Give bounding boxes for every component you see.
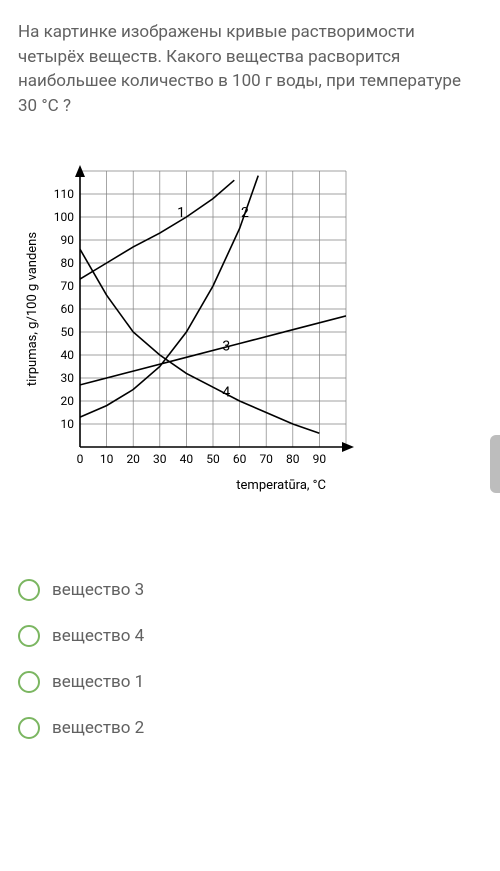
svg-text:40: 40	[180, 452, 194, 466]
radio-icon	[18, 671, 40, 693]
radio-icon	[18, 717, 40, 739]
svg-text:20: 20	[126, 452, 140, 466]
svg-text:3: 3	[222, 338, 230, 354]
option-label: вещество 3	[52, 580, 144, 600]
option-4[interactable]: вещество 2	[18, 717, 482, 739]
svg-text:2: 2	[241, 205, 249, 221]
radio-icon	[18, 579, 40, 601]
svg-text:30: 30	[153, 452, 167, 466]
svg-text:60: 60	[233, 452, 247, 466]
svg-text:20: 20	[61, 394, 75, 408]
svg-text:1: 1	[177, 205, 185, 221]
svg-text:4: 4	[222, 384, 230, 400]
svg-text:60: 60	[61, 302, 75, 316]
svg-text:90: 90	[313, 452, 327, 466]
chart-svg: 10 20 30 40 50 60 70 80 90 100 110 0 10 20 30 40 50 60 70 8…	[18, 159, 358, 499]
option-3[interactable]: вещество 1	[18, 671, 482, 693]
svg-text:100: 100	[54, 210, 74, 224]
radio-icon	[18, 625, 40, 647]
svg-text:70: 70	[259, 452, 273, 466]
svg-text:10: 10	[100, 452, 114, 466]
option-2[interactable]: вещество 4	[18, 625, 482, 647]
svg-text:110: 110	[54, 187, 74, 201]
edge-tab[interactable]	[490, 435, 500, 493]
answer-options: вещество 3 вещество 4 вещество 1 веществ…	[18, 579, 482, 739]
question-text: На картинке изображены кривые растворимо…	[18, 20, 482, 119]
svg-text:50: 50	[61, 325, 75, 339]
svg-text:temperatūra, °C: temperatūra, °C	[236, 478, 326, 493]
option-1[interactable]: вещество 3	[18, 579, 482, 601]
svg-text:0: 0	[77, 452, 84, 466]
svg-text:80: 80	[61, 256, 75, 270]
svg-text:30: 30	[61, 371, 75, 385]
svg-text:10: 10	[61, 417, 75, 431]
svg-text:80: 80	[286, 452, 300, 466]
option-label: вещество 2	[52, 718, 144, 738]
svg-text:50: 50	[206, 452, 220, 466]
option-label: вещество 1	[52, 672, 144, 692]
svg-text:tirpumas, g/100 g vandens: tirpumas, g/100 g vandens	[25, 231, 40, 385]
svg-text:40: 40	[61, 348, 75, 362]
svg-text:70: 70	[61, 279, 75, 293]
option-label: вещество 4	[52, 626, 144, 646]
solubility-chart: 10 20 30 40 50 60 70 80 90 100 110 0 10 20 30 40 50 60 70 8…	[18, 159, 482, 499]
svg-text:90: 90	[61, 233, 75, 247]
